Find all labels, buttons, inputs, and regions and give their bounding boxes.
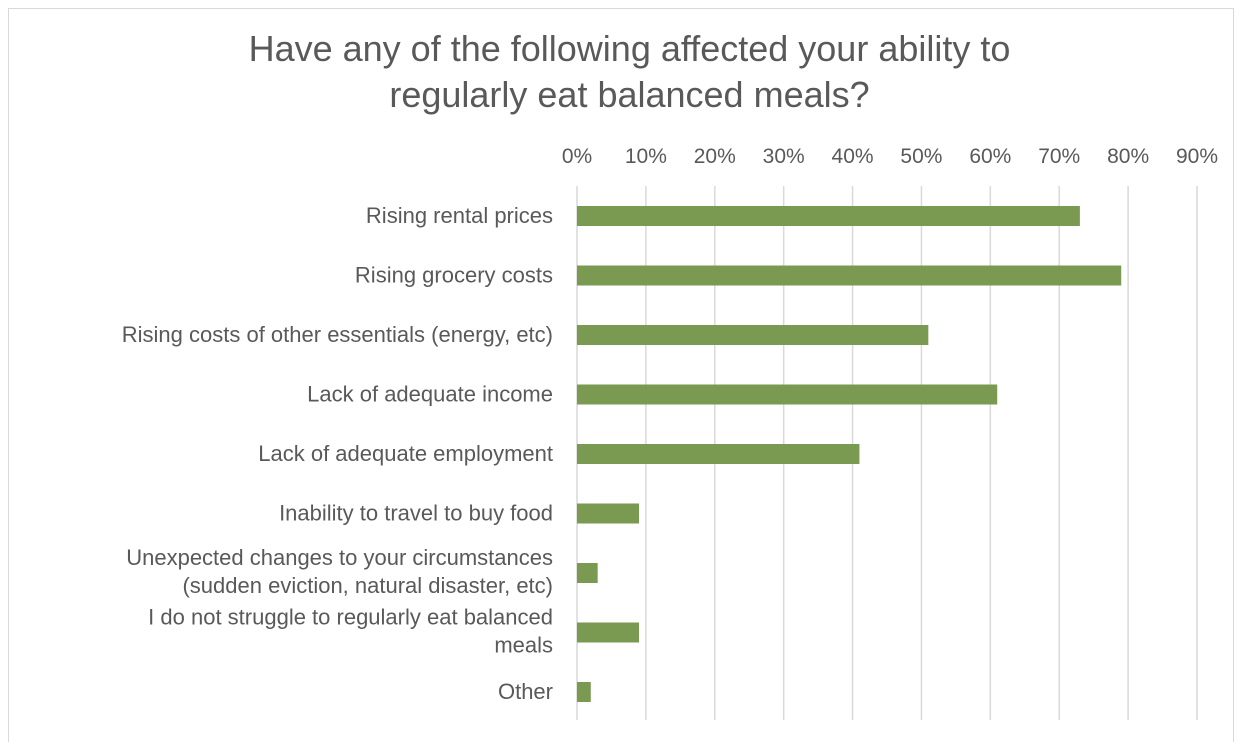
category-label: Lack of adequate employment — [258, 441, 553, 466]
bar — [577, 682, 591, 702]
category-label: Inability to travel to buy food — [279, 501, 553, 526]
chart-frame — [8, 8, 1234, 742]
x-tick-label: 30% — [763, 145, 805, 168]
category-label: Lack of adequate income — [307, 382, 553, 407]
bar — [577, 384, 998, 405]
bar — [577, 444, 860, 464]
x-tick-label: 80% — [1107, 145, 1149, 168]
category-label: Unexpected changes to your circumstances… — [126, 545, 553, 598]
chart-title-line-2: regularly eat balanced meals? — [389, 74, 870, 115]
x-tick-label: 70% — [1038, 145, 1080, 168]
x-tick-label: 50% — [900, 145, 942, 168]
x-tick-label: 10% — [625, 145, 667, 168]
category-label: Rising costs of other essentials (energy… — [122, 322, 553, 347]
category-label: Rising rental prices — [366, 203, 553, 228]
chart-title-line-1: Have any of the following affected your … — [248, 28, 1011, 69]
x-tick-label: 90% — [1176, 145, 1218, 168]
category-label: Other — [498, 679, 553, 704]
x-axis-ticks: 0% 10% 20% 30% 40% 50% 60% 70% 80% 90% — [562, 145, 1218, 168]
bar — [577, 206, 1080, 226]
x-tick-label: 60% — [969, 145, 1011, 168]
bars — [577, 206, 1122, 702]
bar — [577, 325, 929, 345]
category-label: I do not struggle to regularly eat balan… — [148, 605, 553, 658]
x-tick-label: 40% — [832, 145, 874, 168]
category-labels: Rising rental prices Rising grocery costs… — [122, 203, 553, 704]
category-label: Rising grocery costs — [355, 263, 553, 288]
bar — [577, 622, 639, 643]
bar — [577, 265, 1122, 286]
bar — [577, 503, 639, 524]
bar — [577, 563, 598, 583]
chart-title: Have any of the following affected your … — [0, 26, 1239, 118]
x-tick-label: 20% — [694, 145, 736, 168]
x-tick-label: 0% — [562, 145, 592, 168]
